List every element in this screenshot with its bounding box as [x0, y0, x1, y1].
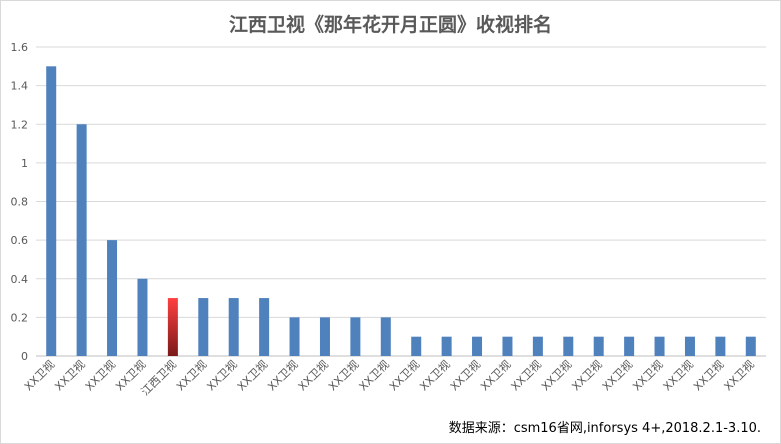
bar — [137, 278, 148, 356]
bar — [259, 298, 270, 356]
x-category-label: XX卫视 — [173, 357, 209, 393]
x-axis-labels: XX卫视XX卫视XX卫视XX卫视江西卫视XX卫视XX卫视XX卫视XX卫视XX卫视… — [21, 357, 757, 398]
bar — [624, 336, 635, 356]
bar-highlight — [167, 298, 178, 356]
bar — [654, 336, 665, 356]
x-category-label: XX卫视 — [234, 357, 270, 393]
y-tick-label: 1.4 — [11, 80, 29, 93]
y-tick-label: 0.6 — [11, 234, 29, 247]
bar — [46, 66, 57, 356]
y-tick-label: 1.6 — [11, 41, 29, 54]
source-note: 数据来源：csm16省网,inforsys 4+,2018.2.1-3.10. — [448, 421, 761, 436]
x-category-label: XX卫视 — [508, 357, 544, 393]
x-category-label: XX卫视 — [538, 357, 574, 393]
x-category-label: XX卫视 — [599, 357, 635, 393]
bar — [563, 336, 574, 356]
bar — [441, 336, 452, 356]
bar — [319, 317, 330, 356]
bar — [411, 336, 422, 356]
x-category-label: XX卫视 — [660, 357, 696, 393]
bar — [76, 124, 87, 356]
bar — [684, 336, 695, 356]
bar — [745, 336, 756, 356]
x-category-label: XX卫视 — [417, 357, 453, 393]
bar — [198, 298, 209, 356]
bar — [380, 317, 391, 356]
x-category-label: XX卫视 — [630, 357, 666, 393]
y-axis-ticks: 0 0.2 0.4 0.6 0.8 1 1.2 1.4 1.6 — [11, 41, 29, 363]
bar — [289, 317, 300, 356]
y-tick-label: 0.8 — [11, 196, 29, 209]
y-tick-label: 0 — [21, 350, 28, 363]
bar — [107, 240, 118, 356]
x-category-label: XX卫视 — [690, 357, 726, 393]
y-tick-label: 0.2 — [11, 311, 29, 324]
bar — [472, 336, 483, 356]
x-category-label: XX卫视 — [82, 357, 118, 393]
x-category-label: XX卫视 — [386, 357, 422, 393]
x-category-label: XX卫视 — [52, 357, 88, 393]
x-category-label: XX卫视 — [356, 357, 392, 393]
x-category-label: XX卫视 — [265, 357, 301, 393]
bar — [715, 336, 726, 356]
x-category-label: XX卫视 — [204, 357, 240, 393]
x-category-label: XX卫视 — [325, 357, 361, 393]
bars — [46, 66, 756, 356]
bar — [350, 317, 361, 356]
gridlines — [36, 46, 766, 357]
y-tick-label: 0.4 — [11, 273, 29, 286]
x-category-label: XX卫视 — [569, 357, 605, 393]
bar — [502, 336, 513, 356]
x-category-label: XX卫视 — [447, 357, 483, 393]
x-category-label: XX卫视 — [295, 357, 331, 393]
bar — [593, 336, 604, 356]
chart-title: 江西卫视《那年花开月正圆》收视排名 — [228, 14, 552, 36]
x-category-label: XX卫视 — [721, 357, 757, 393]
y-tick-label: 1.2 — [11, 118, 29, 131]
x-category-label: XX卫视 — [477, 357, 513, 393]
bar — [532, 336, 543, 356]
bar — [228, 298, 239, 356]
y-tick-label: 1 — [21, 157, 28, 170]
